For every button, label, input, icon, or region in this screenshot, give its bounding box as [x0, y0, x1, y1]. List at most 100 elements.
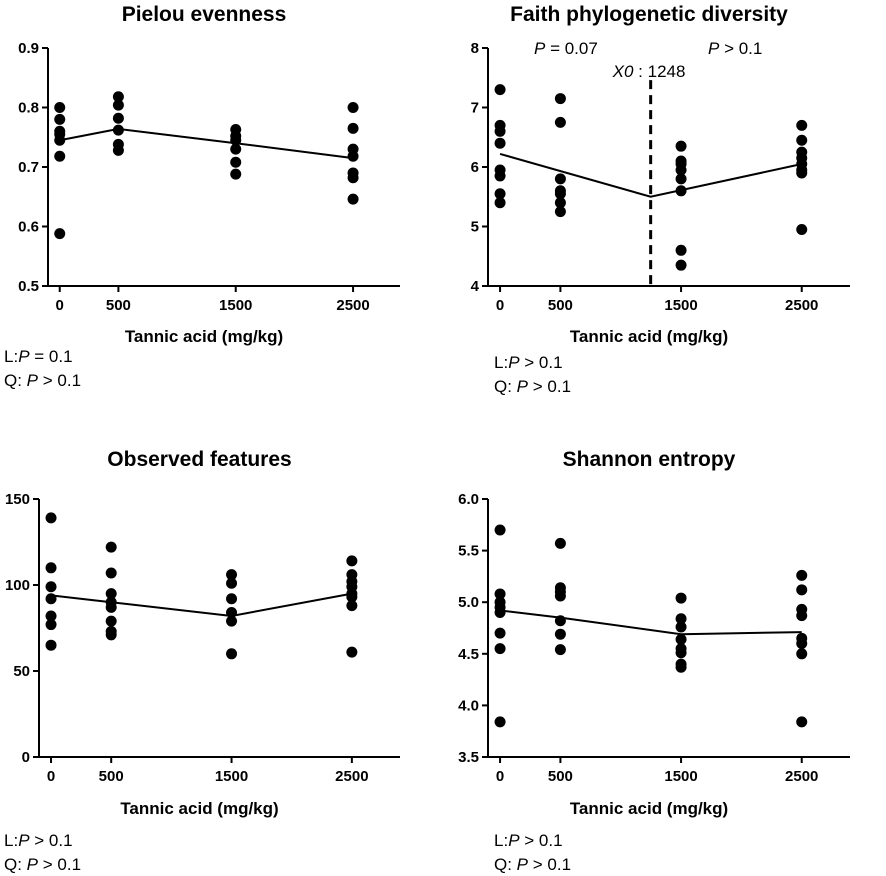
data-point: [347, 172, 359, 184]
x-tick-label: 2500: [785, 297, 818, 314]
y-tick-label: 8: [471, 40, 479, 57]
x-tick-label: 0: [496, 768, 504, 785]
data-point: [675, 259, 687, 271]
data-point: [494, 197, 506, 209]
y-tick-label: 6: [471, 159, 479, 176]
data-point: [675, 633, 687, 645]
x-tick-label: 500: [106, 297, 131, 314]
chart-title: Pielou evenness: [122, 3, 287, 26]
x-tick-label: 500: [548, 297, 573, 314]
data-point: [230, 134, 242, 146]
data-point: [494, 170, 506, 182]
data-point: [230, 143, 242, 155]
data-point: [675, 621, 687, 633]
data-point: [226, 648, 238, 660]
y-tick-label: 6.0: [458, 491, 479, 508]
data-point: [347, 102, 359, 113]
annotation-left: P = 0.07: [534, 39, 598, 58]
data-point: [796, 134, 808, 146]
fit-line: [499, 609, 802, 636]
data-point: [54, 150, 66, 162]
data-point: [494, 627, 506, 639]
y-tick-label: 5.0: [458, 594, 479, 611]
stat-linear: L:P = 0.1: [4, 347, 73, 366]
data-point: [796, 716, 808, 728]
stat-quadratic: Q: P > 0.1: [494, 377, 571, 396]
data-point: [494, 607, 506, 619]
data-point: [675, 661, 687, 673]
x-tick-label: 500: [548, 768, 573, 785]
data-point: [45, 610, 57, 622]
data-point: [494, 137, 506, 149]
data-point: [675, 173, 687, 185]
data-point: [494, 125, 506, 137]
y-tick-label: 0.9: [18, 40, 39, 57]
y-tick-label: 4.0: [458, 697, 479, 714]
y-tick-label: 50: [13, 663, 30, 680]
data-point: [796, 637, 808, 649]
data-point: [346, 591, 358, 603]
stat-quadratic: Q: P > 0.1: [4, 855, 81, 874]
x-tick-label: 1500: [215, 768, 248, 785]
data-point: [346, 646, 358, 658]
data-point: [112, 91, 124, 103]
data-point: [796, 223, 808, 235]
x-axis-label: Tannic acid (mg/kg): [570, 327, 728, 346]
data-point: [346, 555, 358, 567]
stat-quadratic: Q: P > 0.1: [4, 371, 81, 390]
data-point: [494, 84, 506, 96]
chart-title: Observed features: [107, 448, 291, 471]
data-point: [105, 601, 117, 613]
data-point: [554, 628, 566, 640]
data-point: [226, 593, 238, 605]
data-point: [796, 167, 808, 179]
data-point: [45, 619, 57, 631]
data-point: [554, 173, 566, 185]
data-point: [346, 600, 358, 612]
data-point: [105, 629, 117, 641]
x-tick-label: 2500: [785, 768, 818, 785]
data-point: [554, 93, 566, 105]
fit-line: [50, 592, 353, 617]
data-point: [226, 615, 238, 627]
data-point: [554, 537, 566, 549]
data-point: [796, 584, 808, 596]
data-point: [45, 562, 57, 574]
y-tick-label: 100: [5, 577, 30, 594]
data-point: [675, 164, 687, 176]
data-point: [494, 524, 506, 536]
annotation-right: P > 0.1: [708, 39, 762, 58]
data-point: [796, 569, 808, 581]
data-point: [105, 588, 117, 600]
data-point: [45, 593, 57, 605]
data-point: [554, 590, 566, 602]
data-point: [554, 615, 566, 627]
data-point: [230, 168, 242, 180]
y-tick-label: 7: [471, 100, 479, 117]
y-tick-label: 0.5: [18, 278, 39, 295]
data-point: [112, 144, 124, 156]
data-point: [230, 156, 242, 168]
x-axis-label: Tannic acid (mg/kg): [125, 327, 283, 346]
chart-panel-4: Shannon entropy 3.5 4.0 4.5 5.0 5.5 6.0 0 500 150…: [458, 448, 850, 874]
y-tick-label: 4: [471, 278, 480, 295]
data-point: [347, 193, 359, 205]
stat-quadratic: Q: P > 0.1: [494, 855, 571, 874]
data-point: [105, 567, 117, 579]
x-tick-label: 1500: [219, 297, 252, 314]
data-point: [554, 116, 566, 128]
data-point: [54, 228, 66, 240]
data-point: [54, 134, 66, 146]
data-point: [45, 639, 57, 651]
data-point: [675, 592, 687, 604]
data-point: [675, 647, 687, 659]
x-tick-label: 0: [56, 297, 64, 314]
data-point: [675, 613, 687, 625]
x-tick-label: 2500: [335, 768, 368, 785]
y-tick-label: 0: [22, 749, 30, 766]
data-point: [675, 244, 687, 256]
data-point: [45, 512, 57, 524]
data-point: [554, 188, 566, 200]
